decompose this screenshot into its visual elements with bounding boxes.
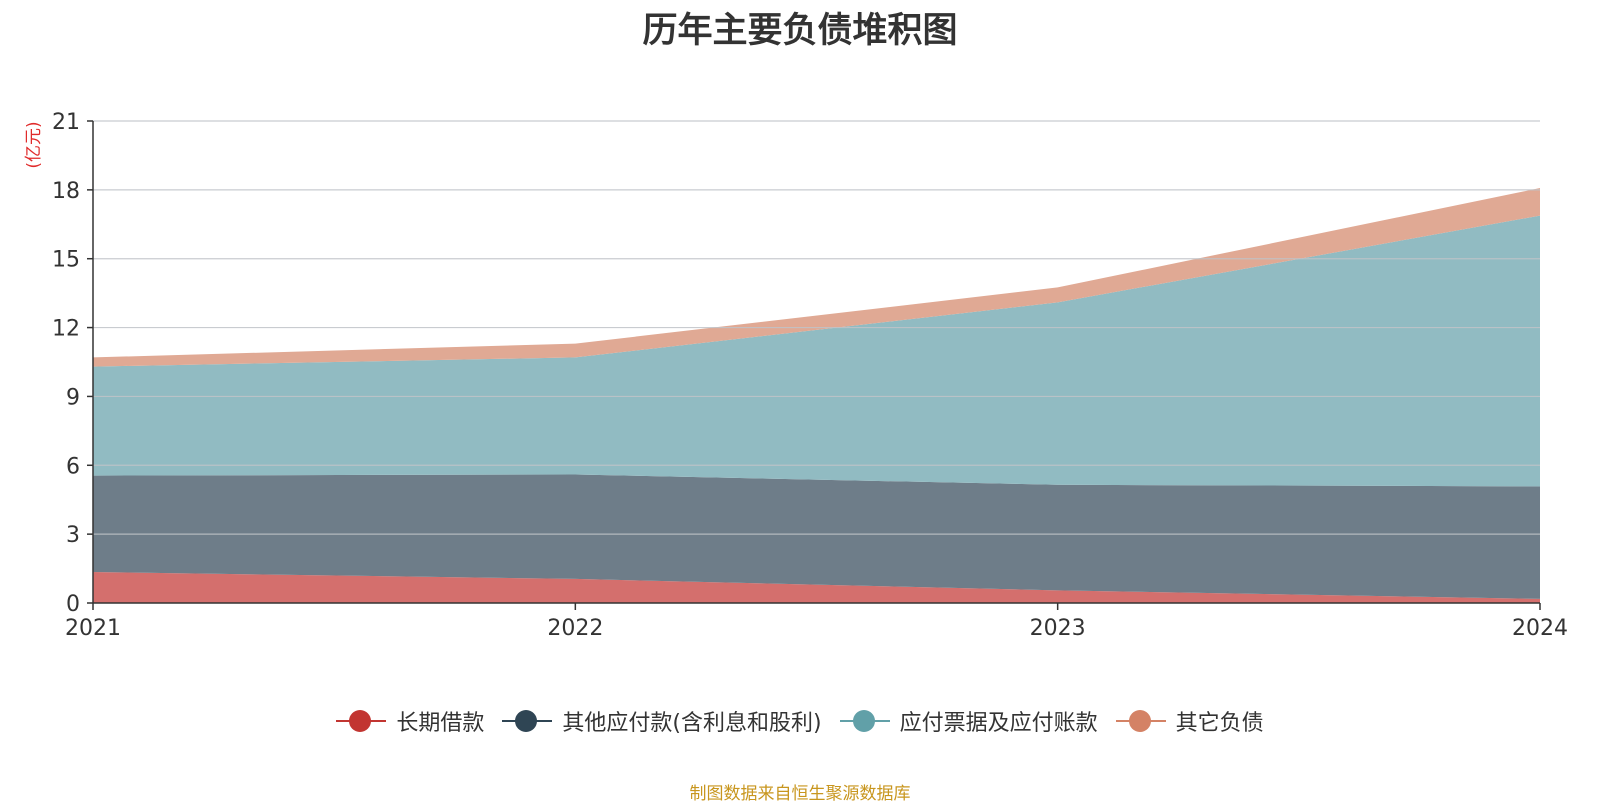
legend-marker-icon	[1115, 709, 1166, 733]
legend-label: 其它负债	[1175, 711, 1264, 736]
y-tick-label-3: 3	[66, 523, 80, 548]
y-tick-label-12: 12	[52, 317, 80, 342]
x-tick-label-2022: 2022	[547, 616, 603, 641]
y-tick-label-0: 0	[66, 592, 80, 617]
legend-item-3[interactable]: 应付票据及应付账款	[839, 705, 1098, 737]
data-source-note: 制图数据来自恒生聚源数据库	[689, 784, 911, 804]
legend-item-4[interactable]: 其它负债	[1115, 705, 1264, 737]
chart-title: 历年主要负债堆积图	[642, 11, 958, 51]
legend-marker-icon	[502, 709, 553, 733]
area-series-2	[93, 474, 1540, 599]
y-tick-label-18: 18	[52, 179, 80, 204]
x-tick-label-2024: 2024	[1512, 616, 1568, 641]
x-tick-label-2023: 2023	[1030, 616, 1086, 641]
area-series-1	[93, 572, 1540, 603]
y-tick-label-9: 9	[66, 385, 80, 410]
legend-item-1[interactable]: 长期借款	[336, 705, 484, 737]
y-tick-label-6: 6	[66, 454, 80, 479]
x-tick-label-2021: 2021	[65, 616, 121, 641]
legend-item-2[interactable]: 其他应付款(含利息和股利)	[502, 705, 822, 737]
chart-legend: 长期借款 其他应付款(含利息和股利) 应付票据及应付账款 其它负债	[0, 705, 1600, 737]
y-tick-label-15: 15	[52, 248, 80, 273]
legend-label: 长期借款	[396, 711, 485, 736]
legend-label: 应付票据及应付账款	[899, 711, 1098, 736]
legend-marker-icon	[839, 709, 890, 733]
y-tick-label-21: 21	[52, 110, 80, 135]
legend-label: 其他应付款(含利息和股利)	[562, 711, 822, 736]
area-series-3	[93, 215, 1540, 487]
y-axis-unit-label: (亿元)	[24, 121, 44, 168]
legend-marker-icon	[336, 709, 387, 733]
